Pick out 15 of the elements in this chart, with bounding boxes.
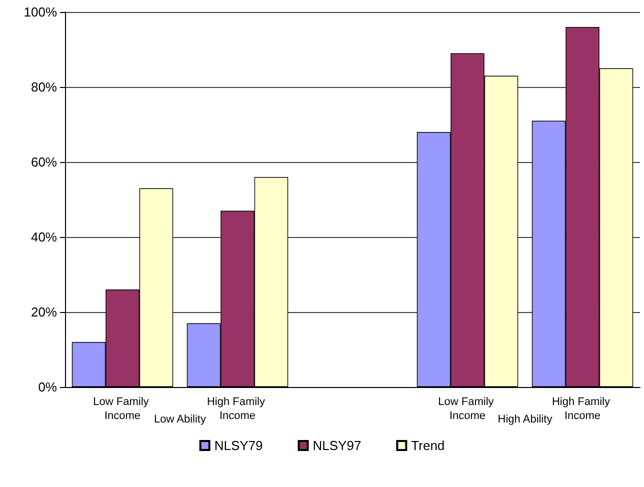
x-tick-label: High Family Income	[552, 396, 614, 422]
y-tick-label: 0%	[38, 380, 58, 394]
y-tick-label: 60%	[30, 154, 58, 170]
y-tick-label: 40%	[30, 230, 58, 244]
x-tick-label: Low Family Income	[93, 396, 152, 422]
y-tick-label: 100%	[24, 4, 58, 20]
text: High Ability	[498, 414, 553, 426]
text: Low Ability	[154, 414, 206, 426]
y-tick-label: 20%	[30, 304, 58, 320]
x-tick-label: High Family Income	[206, 396, 268, 422]
x-tick-label: Low Family Income	[438, 396, 497, 422]
legend-label: Trend	[411, 438, 445, 453]
y-tick-label: 80%	[30, 80, 58, 94]
legend-label: NLSY79	[214, 438, 263, 453]
legend-label: NLSY97	[312, 438, 362, 453]
